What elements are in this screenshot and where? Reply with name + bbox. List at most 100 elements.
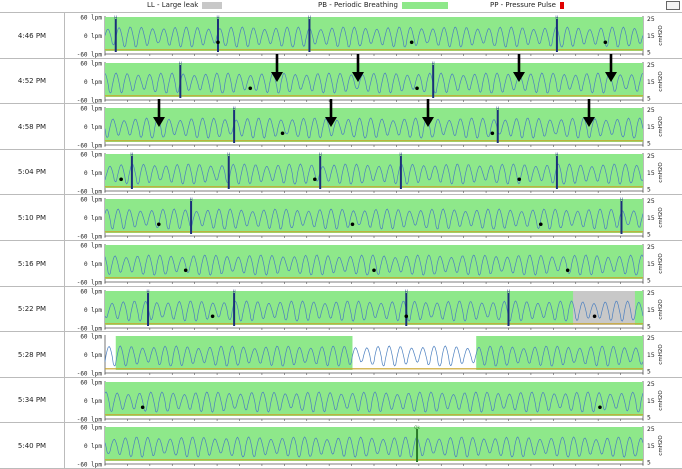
hypopnea-event-marker — [233, 110, 236, 144]
hypopnea-event-marker — [179, 64, 182, 98]
event-dot — [119, 177, 123, 181]
left-axis-tick-label: 0 lpm — [84, 124, 102, 131]
event-marker-label: H — [308, 15, 311, 20]
left-axis-tick-label: 0 lpm — [84, 33, 102, 40]
chart-row: 5:34 PM 60 lpm 0 lpm -60 lpm 25 15 5 cmH2O — [0, 376, 682, 423]
annotation-arrow-head — [604, 71, 617, 82]
left-axis-tick-label: 60 lpm — [80, 242, 102, 249]
right-axis-unit-label: cmH2O — [658, 253, 664, 274]
legend-large-leak-label: LL - Large leak — [147, 1, 199, 9]
left-axis-tick-label: 0 lpm — [84, 352, 102, 359]
annotation-arrow-head — [152, 117, 165, 128]
row-plot-panel: 60 lpm 0 lpm -60 lpm 25 15 5 cmH2O Ok — [65, 423, 682, 469]
left-axis-tick-label: -60 lpm — [77, 279, 103, 286]
right-axis-tick-label: 25 — [647, 153, 655, 160]
event-marker-label: H — [227, 152, 230, 157]
ok-event-marker — [416, 429, 419, 463]
right-axis-unit-label: cmH2O — [658, 116, 664, 137]
right-axis-tick-label: 5 — [647, 50, 651, 57]
right-axis-tick-label: 25 — [647, 426, 655, 433]
flow-waveform — [104, 117, 644, 139]
event-marker-label: H — [233, 106, 236, 111]
left-axis-tick-label: 60 lpm — [80, 379, 102, 386]
event-marker-label: H — [190, 197, 193, 202]
left-axis-tick-label: -60 lpm — [77, 370, 103, 377]
legend-periodic-breathing: PB - Periodic Breathing — [318, 1, 448, 9]
right-axis-tick-label: 25 — [647, 244, 655, 251]
event-dot — [415, 86, 419, 90]
right-axis-tick-label: 15 — [647, 306, 655, 313]
flow-waveform — [104, 208, 644, 231]
row-plot-panel: 60 lpm 0 lpm -60 lpm 25 15 5 cmH2O — [65, 241, 682, 286]
hypopnea-event-marker — [114, 19, 117, 52]
event-marker-label: H — [555, 15, 558, 20]
left-axis-tick-label: -60 lpm — [77, 234, 103, 241]
right-axis-unit-label: cmH2O — [658, 344, 664, 365]
flow-waveform — [104, 345, 644, 367]
left-axis-tick-label: -60 lpm — [77, 462, 103, 469]
hypopnea-event-marker — [432, 64, 435, 98]
left-axis-tick-label: 60 lpm — [80, 288, 102, 295]
row-plot-svg: 60 lpm 0 lpm -60 lpm 25 15 5 cmH2O H H H H H — [77, 151, 664, 195]
hypopnea-event-marker — [216, 19, 219, 52]
left-axis-tick-label: 0 lpm — [84, 306, 102, 313]
event-dot — [372, 268, 376, 273]
annotation-arrow — [604, 53, 617, 82]
right-axis-tick-label: 5 — [647, 369, 651, 376]
row-time-label: 5:10 PM — [0, 195, 65, 241]
flow-waveform — [104, 254, 644, 276]
hypopnea-event-marker — [399, 155, 402, 189]
chart-row: 5:16 PM 60 lpm 0 lpm -60 lpm 25 15 5 cmH2O — [0, 240, 682, 286]
event-marker-label: H — [147, 289, 150, 294]
right-axis-tick-label: 15 — [647, 78, 655, 85]
row-plot-panel: 60 lpm 0 lpm -60 lpm 25 15 5 cmH2O H H H H H — [65, 150, 682, 195]
event-dot — [280, 131, 285, 136]
chart-row: 5:22 PM 60 lpm 0 lpm -60 lpm 25 15 5 cmH2O H H H H — [0, 285, 682, 332]
row-time-label: 5:22 PM — [0, 286, 65, 332]
hypopnea-event-marker — [233, 292, 236, 326]
annotation-arrow — [271, 53, 284, 82]
row-plot-panel: 60 lpm 0 lpm -60 lpm 25 15 5 cmH2O H H H H — [65, 287, 682, 332]
event-dot — [603, 40, 608, 45]
right-axis-unit-label: cmH2O — [658, 207, 664, 228]
right-axis-tick-label: 5 — [647, 460, 651, 467]
chart-row: 4:46 PM 60 lpm 0 lpm -60 lpm 25 15 5 cmH2O H H H H — [0, 12, 682, 58]
chart-row: 5:10 PM 60 lpm 0 lpm -60 lpm 25 15 5 cmH2O H H — [0, 194, 682, 241]
right-axis-tick-label: 15 — [647, 33, 655, 40]
right-axis-unit-label: cmH2O — [658, 70, 664, 91]
large-leak-region — [573, 290, 635, 325]
event-dot — [183, 268, 188, 273]
periodic-breathing-region — [105, 381, 643, 416]
row-plot-panel: 60 lpm 0 lpm -60 lpm 25 15 5 cmH2O H H — [65, 195, 682, 241]
event-dot — [350, 222, 355, 227]
row-plot-panel: 60 lpm 0 lpm -60 lpm 25 15 5 cmH2O — [65, 378, 682, 423]
right-axis-tick-label: 5 — [647, 95, 651, 102]
row-time-label: 5:16 PM — [0, 241, 65, 286]
right-axis-tick-label: 5 — [647, 323, 651, 330]
left-axis-tick-label: 60 lpm — [80, 151, 102, 158]
right-axis-tick-label: 25 — [647, 16, 655, 23]
row-plot-svg: 60 lpm 0 lpm -60 lpm 25 15 5 cmH2O Ok — [77, 425, 664, 469]
right-axis-tick-label: 5 — [647, 278, 651, 285]
row-plot-svg: 60 lpm 0 lpm -60 lpm 25 15 5 cmH2O — [77, 242, 664, 286]
event-marker-label: H — [233, 289, 236, 294]
right-axis-unit-label: cmH2O — [658, 25, 664, 46]
right-axis-unit-label: cmH2O — [658, 389, 664, 410]
right-axis-tick-label: 25 — [647, 107, 655, 114]
row-plot-svg: 60 lpm 0 lpm -60 lpm 25 15 5 cmH2O H H — [77, 197, 664, 241]
event-marker-label: H — [114, 15, 117, 20]
legend-large-leak-swatch — [202, 1, 223, 9]
legend-large-leak: LL - Large leak — [147, 1, 223, 9]
row-plot-svg: 60 lpm 0 lpm -60 lpm 25 15 5 cmH2O — [77, 333, 664, 377]
right-axis-tick-label: 5 — [647, 232, 651, 239]
hypopnea-event-marker — [319, 155, 322, 189]
left-axis-tick-label: -60 lpm — [77, 51, 103, 58]
right-axis-tick-label: 25 — [647, 335, 655, 342]
event-marker-label: H — [432, 61, 435, 66]
right-axis-unit-label: cmH2O — [658, 298, 664, 319]
legend: LL - Large leak PB - Periodic Breathing … — [0, 0, 682, 12]
event-marker-label: H — [496, 106, 499, 111]
row-plot-panel: 60 lpm 0 lpm -60 lpm 25 15 5 cmH2O — [65, 332, 682, 377]
flow-waveform — [104, 26, 644, 48]
event-dot — [404, 314, 409, 318]
